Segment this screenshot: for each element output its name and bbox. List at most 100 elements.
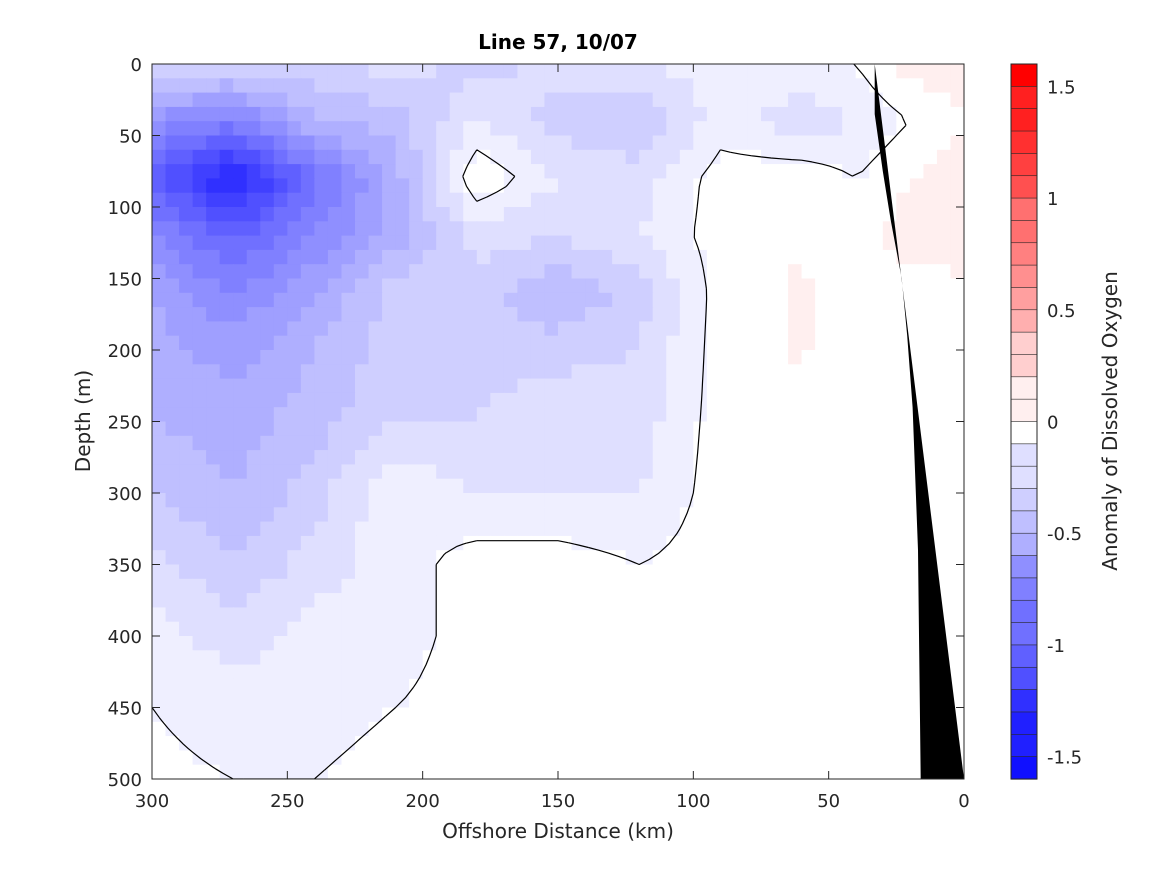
field-cell [774,321,789,337]
field-cell [287,564,302,580]
field-cell [463,264,478,280]
field-cell [382,221,397,237]
field-cell [463,764,478,779]
field-cell [855,64,870,79]
field-cell [273,292,288,308]
bathymetry-mask [874,64,964,779]
field-cell [544,106,559,122]
field-cell [720,578,735,594]
field-cell [774,121,789,137]
field-cell [639,621,654,637]
field-cell [788,292,803,308]
field-cell [355,764,370,779]
field-cell [598,407,613,423]
field-cell [733,92,749,108]
field-cell [179,707,194,723]
field-cell [923,149,938,165]
field-cell [165,235,180,251]
field-cell [192,121,207,137]
field-cell [382,550,397,566]
field-cell [260,192,275,208]
field-cell [761,564,776,580]
field-cell [300,364,315,380]
field-cell [517,335,532,351]
field-cell [287,392,302,408]
field-cell [882,678,897,694]
field-cell [192,707,207,723]
field-cell [273,521,288,537]
field-cell [815,278,830,294]
field-cell [530,321,546,337]
field-cell [693,750,708,766]
field-cell [355,421,370,437]
field-cell [761,221,776,237]
field-cell [260,350,275,365]
field-cell [422,564,437,580]
field-cell [855,249,870,265]
field-cell [625,335,640,351]
field-cell [327,178,343,194]
field-cell [341,450,356,465]
field-cell [828,550,843,566]
field-cell [273,664,288,680]
field-cell [598,435,613,451]
field-cell [314,106,329,122]
field-cell [395,335,410,351]
field-cell [327,636,343,651]
field-cell [463,92,478,108]
field-cell [788,578,803,594]
field-cell [706,235,721,251]
field-cell [801,121,816,137]
field-cell [341,707,356,723]
field-cell [815,335,830,351]
field-cell [571,578,586,594]
field-cell [788,750,803,766]
field-cell [476,521,491,537]
field-cell [476,650,491,666]
field-cell [368,378,383,394]
field-cell [300,493,315,508]
field-cell [476,335,491,351]
field-cell [436,92,451,108]
field-cell [666,149,681,165]
field-cell [679,593,694,608]
field-cell [544,578,559,594]
x-tick-label: 200 [405,791,439,812]
field-cell [747,593,762,608]
field-cell [300,464,315,480]
field-cell [882,378,897,394]
field-cell [544,335,559,351]
field-cell [503,593,518,608]
field-cell [558,764,573,779]
field-cell [882,450,897,465]
field-cell [828,664,843,680]
field-cell [598,764,613,779]
field-cell [287,164,302,179]
field-cell [936,564,952,580]
field-cell [530,207,546,222]
field-cell [882,564,897,580]
field-cell [679,321,694,337]
field-cell [246,464,261,480]
field-cell [558,450,573,465]
field-cell [395,435,410,451]
field-cell [503,264,518,280]
field-cell [192,678,207,694]
field-cell [842,235,857,251]
field-cell [761,721,776,737]
field-cell [165,693,180,709]
field-cell [530,335,546,351]
field-cell [801,736,816,751]
field-cell [558,564,573,580]
field-cell [219,507,234,523]
field-cell [571,350,586,365]
field-cell [896,278,911,294]
field-cell [747,407,762,423]
field-cell [936,121,952,137]
field-cell [219,321,234,337]
field-cell [612,235,627,251]
field-cell [869,264,884,280]
field-cell [287,493,302,508]
field-cell [761,550,776,566]
field-cell [355,192,370,208]
